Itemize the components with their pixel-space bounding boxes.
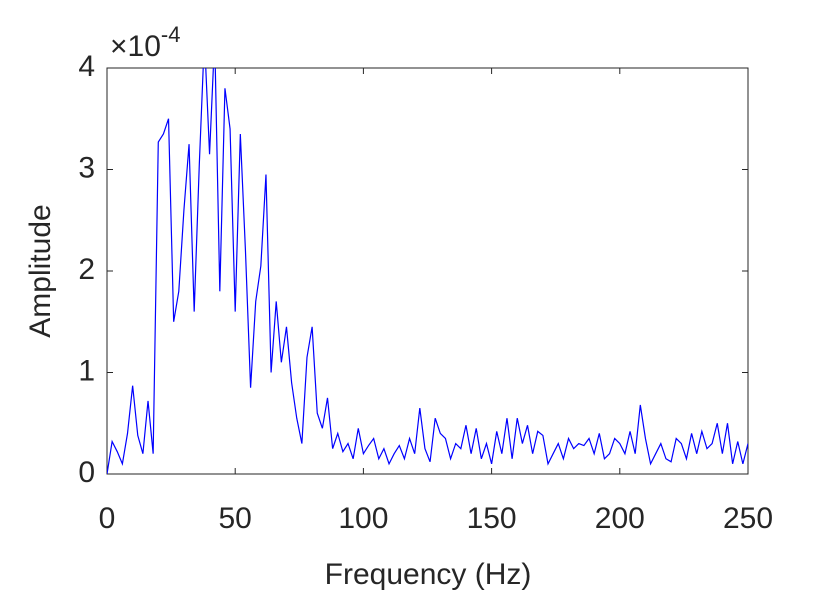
x-axis-label: Frequency (Hz)	[325, 558, 532, 591]
x-tick-label: 150	[467, 502, 517, 535]
y-tick-label: 4	[78, 50, 95, 83]
x-tick-label: 250	[723, 502, 773, 535]
x-tick-label: 100	[338, 502, 388, 535]
y-tick-label: 3	[78, 151, 95, 184]
x-tick-label: 50	[219, 502, 252, 535]
y-axis-label: Amplitude	[24, 204, 57, 337]
axes-box	[106, 67, 749, 475]
y-multiplier: ×10-4	[110, 22, 180, 63]
multiplier-base: ×10	[110, 30, 161, 63]
x-tick-label: 200	[595, 502, 645, 535]
y-tick-label: 0	[78, 456, 95, 489]
y-tick-label: 1	[78, 354, 95, 387]
y-tick-label: 2	[78, 253, 95, 286]
multiplier-exponent: -4	[161, 22, 181, 47]
x-tick-label: 0	[99, 502, 116, 535]
data-line	[107, 68, 748, 474]
